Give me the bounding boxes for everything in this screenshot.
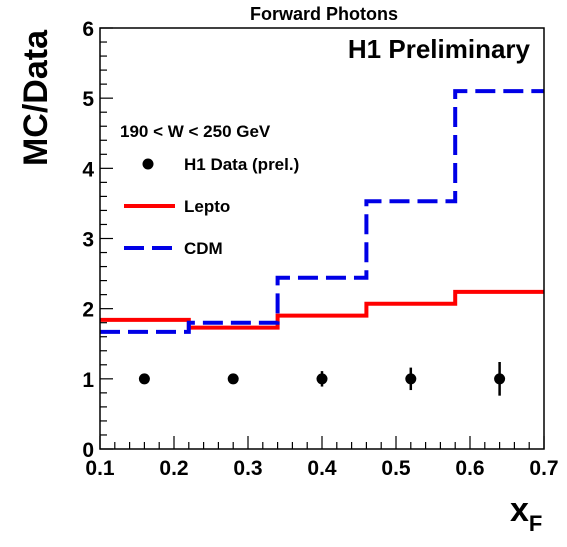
axis-ticks: [99, 27, 545, 450]
lepto-step-line: [100, 289, 544, 330]
y-tick-label: 1: [82, 369, 94, 392]
y-tick-label: 0: [82, 439, 94, 462]
x-axis-label-subscript: F: [529, 511, 542, 536]
y-tick-label: 2: [82, 299, 94, 322]
y-tick-label: 6: [82, 18, 94, 41]
plot-series: [100, 89, 544, 396]
cdm-step-line: [100, 89, 544, 334]
x-tick-label: 0.5: [381, 457, 411, 480]
legend-label: Lepto: [184, 197, 230, 216]
x-tick-label: 0.2: [159, 457, 188, 480]
x-tick-label: 0.7: [529, 457, 558, 480]
data-point: [405, 373, 417, 385]
data-point: [494, 373, 506, 385]
x-axis-label-main: x: [510, 491, 529, 529]
legend-header: 190 < W < 250 GeV: [120, 122, 271, 141]
annotation-h1-preliminary: H1 Preliminary: [348, 34, 531, 64]
tick-labels: 0.1 0.2 0.3 0.4 0.5 0.6 0.7 0 1 2 3 4 5 6: [82, 18, 558, 480]
data-point: [316, 373, 328, 385]
y-tick-label: 4: [82, 158, 94, 181]
x-tick-label: 0.3: [233, 457, 262, 480]
x-tick-label: 0.4: [307, 457, 337, 480]
x-tick-label: 0.6: [455, 457, 484, 480]
data-point: [227, 373, 239, 385]
legend-marker-data: [142, 158, 154, 170]
legend: 190 < W < 250 GeV H1 Data (prel.) Lepto CD…: [120, 122, 299, 258]
legend-entries: H1 Data (prel.) Lepto CDM: [124, 155, 299, 258]
x-axis-label: xF: [510, 491, 542, 536]
x-tick-label: 0.1: [85, 457, 115, 480]
data-point: [138, 373, 150, 385]
chart-title: Forward Photons: [250, 4, 398, 24]
y-tick-label: 3: [82, 229, 94, 252]
legend-label: CDM: [184, 239, 223, 258]
y-tick-label: 5: [82, 88, 94, 111]
y-axis-label: MC/Data: [17, 29, 55, 166]
legend-label: H1 Data (prel.): [184, 155, 299, 174]
